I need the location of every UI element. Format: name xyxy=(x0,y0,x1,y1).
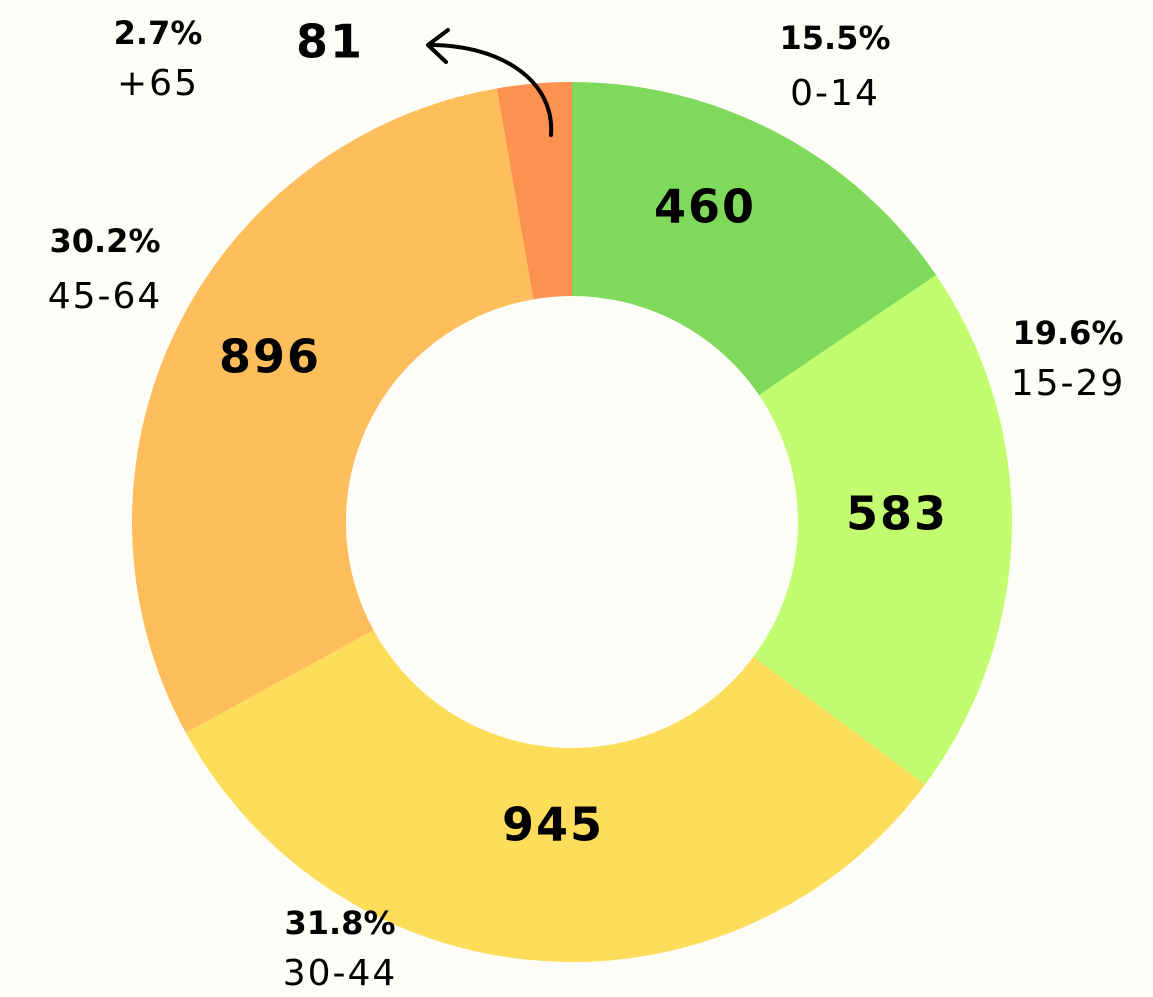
callout-arrow xyxy=(428,43,554,137)
category-label: 30-44 xyxy=(283,953,398,994)
count-label: 945 xyxy=(502,798,604,852)
count-label: 81 xyxy=(296,15,364,69)
wedge xyxy=(496,82,572,300)
percent-label: 19.6% xyxy=(1012,314,1123,352)
wedge xyxy=(753,275,1012,785)
donut xyxy=(132,82,1012,963)
category-label: +65 xyxy=(117,63,199,104)
wedge xyxy=(132,88,534,733)
category-label: 15-29 xyxy=(1011,363,1126,404)
arrow-head xyxy=(426,28,450,64)
percent-label: 15.5% xyxy=(779,19,890,57)
count-label: 896 xyxy=(219,330,321,384)
wedge xyxy=(572,82,937,396)
count-label: 583 xyxy=(846,487,948,541)
category-label: 45-64 xyxy=(48,276,163,317)
wedge xyxy=(185,630,926,963)
percent-label: 2.7% xyxy=(114,14,203,52)
percent-label: 30.2% xyxy=(49,222,160,260)
percent-label: 31.8% xyxy=(284,904,395,942)
category-label: 0-14 xyxy=(790,73,880,114)
count-label: 460 xyxy=(654,180,756,234)
